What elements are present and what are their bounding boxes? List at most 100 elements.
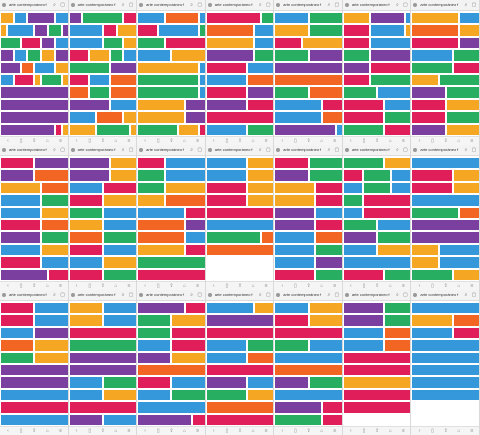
artwork-tile[interactable]: [198, 24, 205, 37]
artwork-tile[interactable]: [342, 243, 378, 257]
artwork-tile[interactable]: [274, 61, 342, 74]
artwork-tile[interactable]: [0, 206, 42, 219]
artwork-tile[interactable]: [438, 256, 479, 269]
menu-icon[interactable]: ≡: [401, 283, 405, 289]
search-icon[interactable]: ⌕: [396, 292, 399, 298]
artwork-tile[interactable]: [246, 339, 274, 352]
menu-icon[interactable]: ≡: [127, 283, 131, 289]
search-icon[interactable]: ⌕: [190, 2, 194, 8]
artwork-tile[interactable]: [411, 231, 479, 244]
address-text[interactable]: arte contemporáneo: [77, 292, 114, 297]
artwork-tile[interactable]: [137, 302, 186, 315]
artwork-tile[interactable]: [164, 169, 205, 182]
artwork-tile[interactable]: [185, 231, 205, 244]
address-text[interactable]: arte contemporáneo: [283, 2, 320, 7]
artwork-tile[interactable]: [68, 339, 137, 352]
search-icon[interactable]: ⌕: [327, 292, 331, 298]
home-icon[interactable]: ⌂: [457, 138, 461, 144]
bookmark-icon[interactable]: ▯: [225, 138, 229, 144]
menu-icon[interactable]: ≡: [401, 138, 405, 144]
tabs-icon[interactable]: ▢: [471, 292, 477, 298]
bookmark-icon[interactable]: ▯: [294, 138, 297, 144]
artwork-tile[interactable]: [308, 339, 342, 352]
artwork-tile[interactable]: [123, 12, 137, 25]
artwork-tile[interactable]: [411, 243, 439, 257]
address-text[interactable]: arte contemporáneo: [420, 147, 457, 152]
artwork-tile[interactable]: [411, 376, 479, 389]
search-icon[interactable]: ⌕: [327, 2, 331, 8]
back-icon[interactable]: ‹: [281, 283, 284, 289]
artwork-tile[interactable]: [315, 231, 342, 244]
artwork-tile[interactable]: [274, 351, 342, 364]
artwork-tile[interactable]: [54, 36, 68, 50]
artwork-tile[interactable]: [171, 326, 205, 340]
artwork-tile[interactable]: [342, 256, 411, 269]
bookmark-icon[interactable]: ▯: [294, 428, 297, 434]
artwork-tile[interactable]: [274, 256, 316, 269]
artwork-tile[interactable]: [95, 111, 124, 124]
address-text[interactable]: arte contemporáneo: [9, 292, 45, 297]
artwork-tile[interactable]: [274, 169, 309, 182]
artwork-tile[interactable]: [102, 231, 137, 244]
back-icon[interactable]: ‹: [281, 428, 284, 434]
back-icon[interactable]: ‹: [144, 428, 146, 434]
artwork-tile[interactable]: [411, 98, 446, 112]
artwork-tile[interactable]: [205, 314, 274, 327]
tabs-icon[interactable]: ▢: [60, 2, 65, 8]
bookmark-icon[interactable]: ▯: [431, 138, 434, 144]
search-icon[interactable]: ⌕: [464, 147, 468, 153]
back-icon[interactable]: ‹: [212, 138, 215, 144]
artwork-tile[interactable]: [205, 194, 247, 207]
back-icon[interactable]: ‹: [350, 283, 352, 289]
artwork-tile[interactable]: [260, 12, 274, 25]
home-icon[interactable]: ⌂: [114, 283, 118, 289]
artwork-tile[interactable]: [274, 86, 309, 99]
artwork-tile[interactable]: [0, 12, 14, 25]
artwork-tile[interactable]: [0, 388, 68, 402]
artwork-tile[interactable]: [89, 49, 110, 62]
artwork-tile[interactable]: [274, 302, 309, 315]
artwork-tile[interactable]: [68, 61, 110, 74]
menu-icon[interactable]: ≡: [196, 283, 200, 289]
tabs-icon[interactable]: ▢: [265, 2, 271, 8]
artwork-tile[interactable]: [0, 61, 21, 74]
globe-icon[interactable]: ◐: [456, 147, 460, 153]
bookmark-icon[interactable]: ▯: [88, 283, 92, 289]
artwork-tile[interactable]: [198, 61, 205, 74]
artwork-tile[interactable]: [411, 123, 446, 136]
artwork-tile[interactable]: [0, 36, 21, 50]
share-icon[interactable]: ⇪: [375, 428, 380, 434]
artwork-tile[interactable]: [246, 157, 274, 170]
menu-icon[interactable]: ≡: [264, 283, 268, 289]
search-icon[interactable]: ⌕: [258, 2, 262, 8]
artwork-tile[interactable]: [102, 243, 137, 257]
artwork-tile[interactable]: [411, 326, 453, 340]
artwork-tile[interactable]: [274, 181, 316, 195]
back-icon[interactable]: ‹: [418, 138, 421, 144]
share-icon[interactable]: ⇪: [169, 138, 174, 144]
bookmark-icon[interactable]: ▯: [362, 138, 366, 144]
artwork-tile[interactable]: [274, 98, 323, 112]
home-icon[interactable]: ⌂: [45, 283, 49, 289]
artwork-tile[interactable]: [342, 326, 384, 340]
back-icon[interactable]: ‹: [144, 138, 146, 144]
search-icon[interactable]: ⌕: [53, 2, 56, 8]
home-icon[interactable]: ⌂: [388, 283, 392, 289]
artwork-tile[interactable]: [137, 123, 179, 136]
address-text[interactable]: arte contemporáneo: [146, 292, 182, 297]
artwork-tile[interactable]: [246, 74, 274, 87]
artwork-tile[interactable]: [308, 86, 342, 99]
artwork-tile[interactable]: [109, 157, 137, 170]
artwork-tile[interactable]: [68, 302, 103, 315]
search-icon[interactable]: ⌕: [396, 147, 399, 153]
tabs-icon[interactable]: ▢: [197, 292, 203, 298]
share-icon[interactable]: ⇪: [32, 428, 37, 434]
artwork-tile[interactable]: [383, 111, 411, 124]
artwork-tile[interactable]: [102, 194, 137, 207]
artwork-tile[interactable]: [0, 194, 42, 207]
artwork-tile[interactable]: [68, 219, 103, 232]
home-icon[interactable]: ⌂: [114, 138, 118, 144]
artwork-tile[interactable]: [274, 231, 316, 244]
artwork-tile[interactable]: [452, 61, 479, 74]
home-icon[interactable]: ⌂: [457, 428, 461, 434]
